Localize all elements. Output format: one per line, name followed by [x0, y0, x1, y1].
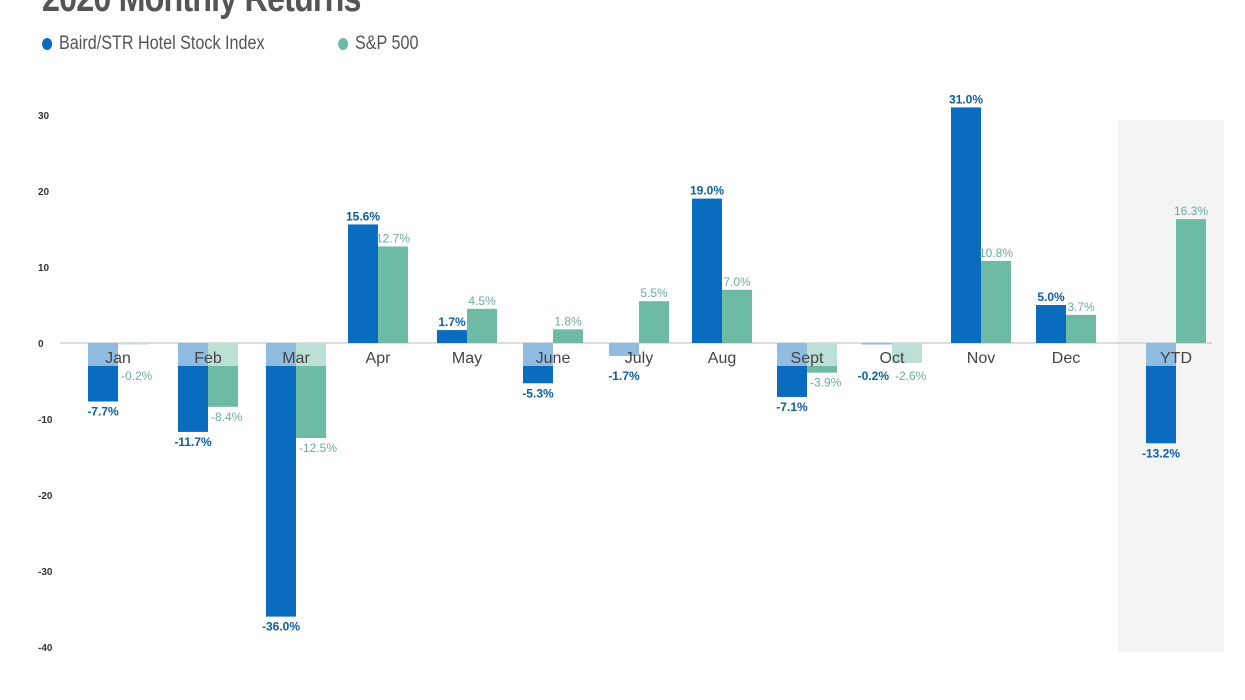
y-tick-label: -40: [38, 643, 53, 654]
bar-sp500: [1176, 219, 1206, 343]
data-label-baird: -36.0%: [262, 620, 300, 634]
bar-baird: [348, 224, 378, 343]
y-tick-label: 20: [38, 187, 50, 198]
data-label-sp500: 4.5%: [468, 294, 496, 308]
category-label: Feb: [194, 350, 222, 367]
data-label-baird: -0.2%: [858, 369, 890, 383]
category-label-backdrop: [296, 343, 326, 366]
legend-label: Baird/STR Hotel Stock Index: [59, 33, 265, 54]
y-tick-label: 30: [38, 111, 50, 122]
legend-item-sp500: S&P 500: [338, 33, 418, 55]
y-tick-label: 10: [38, 263, 50, 274]
data-label-sp500: 7.0%: [723, 275, 751, 289]
category-label-backdrop: [266, 343, 296, 366]
y-tick-label: 0: [38, 339, 44, 350]
bar-baird: [266, 343, 296, 617]
category-label: Aug: [708, 350, 736, 367]
chart-title: 2020 Monthly Returns: [42, 0, 361, 21]
data-label-sp500: 10.8%: [979, 246, 1013, 260]
bar-sp500: [467, 308, 497, 343]
bar-baird: [951, 107, 981, 344]
category-label-backdrop: [609, 343, 639, 356]
category-label-backdrop: [892, 343, 922, 363]
category-label: Sept: [791, 350, 824, 367]
data-label-baird: -11.7%: [174, 435, 212, 449]
category-label-backdrop: [88, 343, 118, 366]
category-label: Jan: [105, 350, 131, 367]
legend-dot-icon: [338, 38, 349, 50]
category-label: Oct: [880, 350, 905, 367]
data-label-sp500: 1.8%: [554, 314, 582, 328]
category-label-backdrop: [807, 343, 837, 366]
data-label-sp500: 16.3%: [1174, 204, 1208, 218]
legend-item-baird: Baird/STR Hotel Stock Index: [42, 33, 265, 55]
category-label: YTD: [1160, 350, 1192, 367]
data-label-sp500: -12.5%: [299, 441, 337, 455]
y-tick-label: -10: [38, 415, 53, 426]
data-label-baird: -7.1%: [776, 400, 808, 414]
bar-sp500: [1066, 314, 1096, 343]
data-label-sp500: 3.7%: [1067, 300, 1095, 314]
bar-sp500: [722, 289, 752, 343]
legend-label: S&P 500: [355, 33, 419, 54]
data-label-baird: -7.7%: [87, 405, 119, 419]
bar-sp500: [553, 329, 583, 343]
data-label-baird: -5.3%: [522, 386, 554, 400]
data-label-baird: -1.7%: [608, 369, 640, 383]
category-label-backdrop: [208, 343, 238, 366]
bar-sp500: [378, 246, 408, 343]
category-label-backdrop: [862, 343, 892, 345]
y-tick-label: -30: [38, 567, 53, 578]
category-label: Dec: [1052, 350, 1080, 367]
bar-baird: [437, 330, 467, 343]
category-label-backdrop: [118, 343, 148, 345]
bar-baird: [692, 198, 722, 343]
data-label-sp500: 5.5%: [640, 286, 668, 300]
data-label-baird: 19.0%: [690, 184, 724, 198]
category-label-backdrop: [178, 343, 208, 366]
category-label: Nov: [967, 350, 995, 367]
data-label-baird: 5.0%: [1037, 290, 1065, 304]
data-label-baird: 31.0%: [949, 92, 983, 106]
data-label-baird: -13.2%: [1142, 446, 1180, 460]
category-label-backdrop: [1146, 343, 1176, 366]
data-label-baird: 15.6%: [346, 209, 380, 223]
y-tick-label: -20: [38, 491, 53, 502]
data-label-baird: 1.7%: [438, 315, 466, 329]
category-label: Apr: [366, 350, 392, 367]
legend-dot-icon: [42, 38, 53, 50]
category-label: May: [452, 350, 482, 367]
category-label: July: [625, 350, 653, 367]
data-label-sp500: -2.6%: [895, 369, 927, 383]
category-label: Mar: [282, 350, 310, 367]
data-label-sp500: 12.7%: [376, 231, 410, 245]
data-label-sp500: -3.9%: [810, 376, 842, 390]
category-label-backdrop: [777, 343, 807, 366]
data-label-sp500: -8.4%: [211, 410, 243, 424]
bar-baird: [1036, 305, 1066, 343]
category-label-backdrop: [523, 343, 553, 366]
category-label: June: [536, 350, 571, 367]
bar-sp500: [639, 301, 669, 343]
bar-sp500: [981, 260, 1011, 343]
data-label-sp500: -0.2%: [121, 369, 153, 383]
